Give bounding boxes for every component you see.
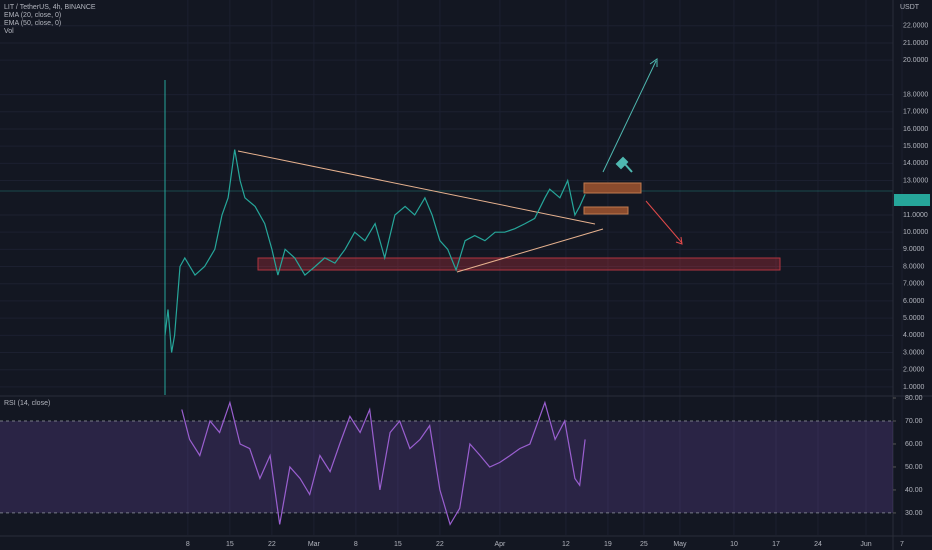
x-tick-label: 15	[226, 541, 234, 548]
x-tick-label: 25	[640, 541, 648, 548]
y-tick-label: 8.0000	[903, 263, 925, 270]
trend-line	[456, 228, 604, 273]
arrow-up	[602, 60, 657, 173]
y-tick-label: 10.0000	[903, 229, 928, 236]
grid	[0, 0, 903, 535]
y-tick-label: 18.0000	[903, 91, 928, 98]
indicator-label: EMA (50, close, 0)	[4, 20, 61, 27]
y-tick-label: 5.0000	[903, 315, 925, 322]
series-line	[181, 400, 586, 526]
y-tick-label: 2.0000	[903, 367, 925, 374]
x-tick-label: 19	[604, 541, 612, 548]
y-tick-label: 60.00	[905, 441, 923, 448]
target-box	[583, 206, 629, 215]
x-tick-label: Jun	[860, 541, 871, 548]
y-tick-label: 21.0000	[903, 40, 928, 47]
y-tick-label: 17.0000	[903, 109, 928, 116]
indicator-label: EMA (20, close, 0)	[4, 12, 61, 19]
x-tick-label: 8	[354, 541, 358, 548]
y-tick-label: 16.0000	[903, 126, 928, 133]
y-tick-label: 11.0000	[903, 212, 928, 219]
y-tick-label: 80.00	[905, 395, 923, 402]
y-tick-label: 4.0000	[903, 332, 925, 339]
y-tick-label: 15.0000	[903, 143, 928, 150]
x-tick-label: 22	[436, 541, 444, 548]
y-tick-label: 20.0000	[903, 57, 928, 64]
x-tick-label: May	[673, 541, 687, 548]
last-price-badge	[894, 194, 930, 206]
rsi-band	[0, 420, 893, 513]
x-tick-label: Mar	[308, 541, 321, 548]
x-tick-label: 8	[186, 541, 190, 548]
rsi-title: RSI (14, close)	[4, 400, 50, 407]
hammer-icon	[615, 156, 633, 173]
x-tick-label: 24	[814, 541, 822, 548]
currency-label: USDT	[900, 4, 920, 11]
arrow-down	[645, 200, 683, 244]
y-tick-label: 9.0000	[903, 246, 925, 253]
support-zone	[257, 257, 781, 271]
y-tick-label: 22.0000	[903, 23, 928, 30]
y-tick-label: 6.0000	[903, 298, 925, 305]
arrow-head	[649, 58, 658, 67]
trend-line	[237, 150, 596, 225]
x-tick-label: 10	[730, 541, 738, 548]
y-tick-label: 50.00	[905, 464, 923, 471]
series-line	[164, 149, 586, 353]
x-tick-label: 12	[562, 541, 570, 548]
y-tick-label: 40.00	[905, 487, 923, 494]
y-tick-label: 3.0000	[903, 349, 925, 356]
target-box	[583, 182, 642, 194]
y-tick-label: 70.00	[905, 418, 923, 425]
x-tick-label: 7	[900, 541, 904, 548]
arrow-head	[675, 236, 683, 245]
y-tick-label: 1.0000	[903, 384, 925, 391]
y-tick-label: 7.0000	[903, 281, 925, 288]
indicator-label: Vol	[4, 28, 14, 35]
y-tick-label: 30.00	[905, 510, 923, 517]
x-tick-label: 22	[268, 541, 276, 548]
y-tick-label: 13.0000	[903, 177, 928, 184]
x-tick-label: 17	[772, 541, 780, 548]
x-tick-label: 15	[394, 541, 402, 548]
x-tick-label: Apr	[494, 541, 506, 548]
y-tick-label: 14.0000	[903, 160, 928, 167]
symbol-title: LIT / TetherUS, 4h, BINANCE	[4, 4, 96, 11]
